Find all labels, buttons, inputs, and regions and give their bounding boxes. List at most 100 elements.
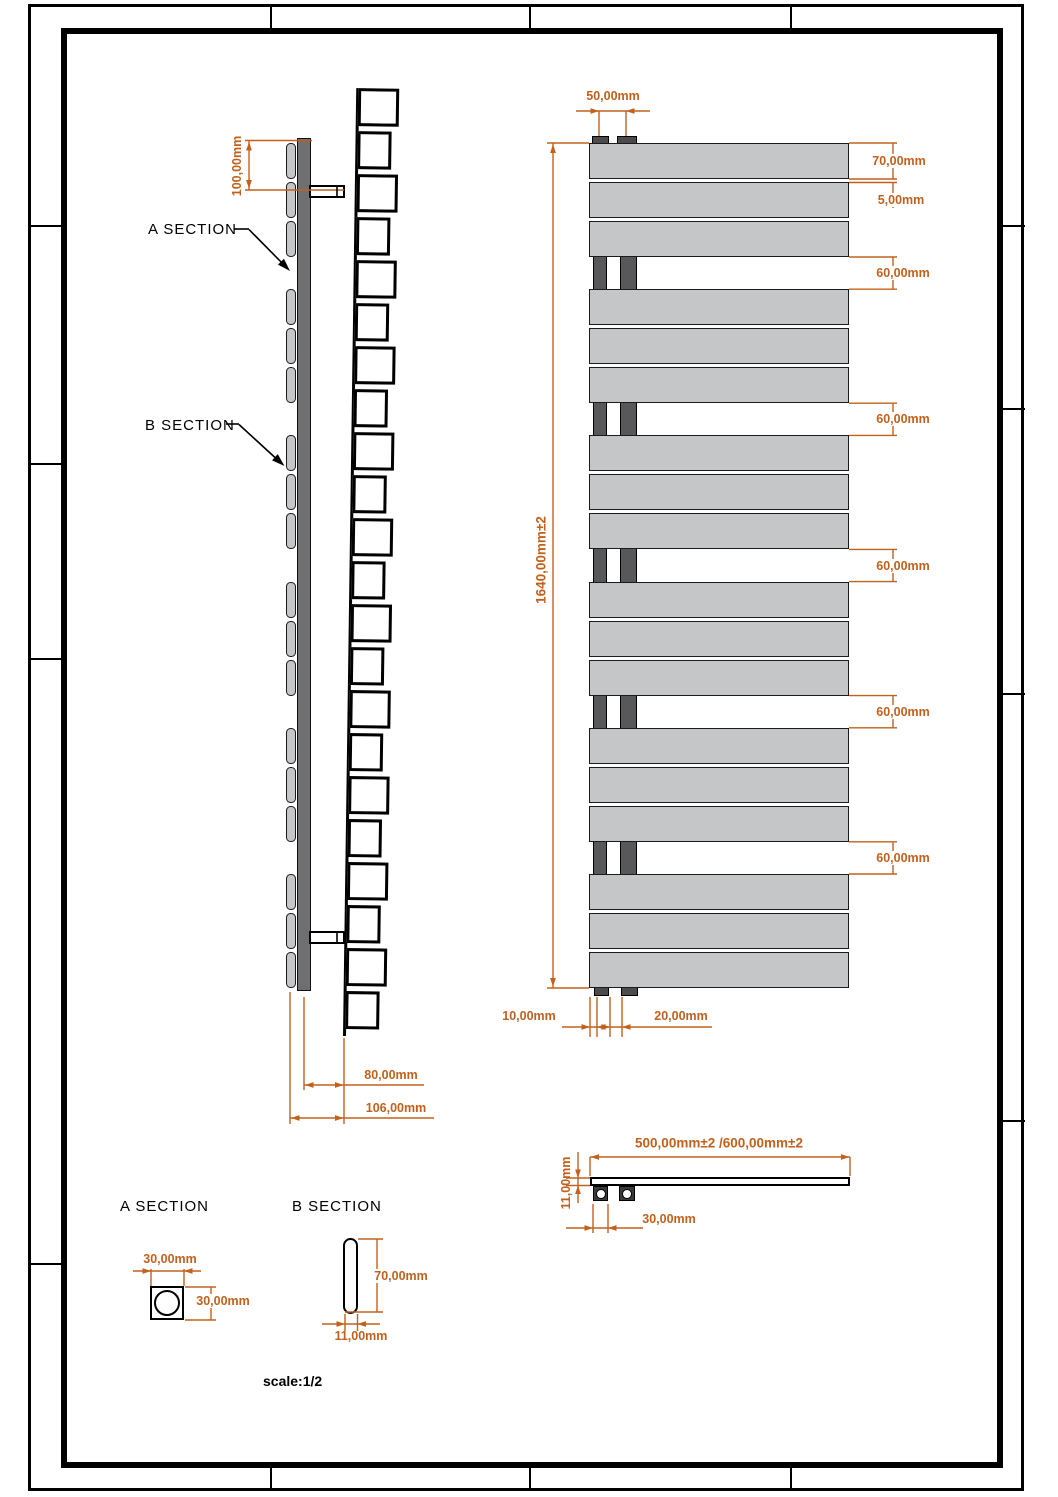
front-group-gap-dim-text: 60,00mm: [874, 266, 932, 281]
sheet-zone-tick-right: [1003, 693, 1025, 695]
front-panel: [589, 513, 849, 550]
dimension-arrow: [335, 1115, 344, 1121]
front-panel: [589, 367, 849, 404]
sheet-zone-tick-left: [31, 1263, 61, 1265]
sheet-zone-tick-left: [31, 463, 61, 465]
front-panel: [589, 474, 849, 511]
front-panel: [589, 182, 849, 218]
b-section-detail-heading: B SECTION: [292, 1198, 382, 1215]
b-section-stadium: [343, 1238, 358, 1314]
side-panel-pill: [286, 435, 296, 472]
dimension-arrow: [246, 180, 252, 189]
b-callout-leader: [238, 423, 282, 464]
side-panel-pill: [286, 581, 296, 618]
front-panel: [589, 659, 849, 696]
side-panel-pill: [286, 766, 296, 803]
dimension-arrow: [622, 1024, 631, 1030]
sheet-zone-tick-top: [529, 7, 531, 28]
front-panel: [589, 805, 849, 842]
sheet-zone-tick-top: [790, 7, 792, 28]
a-callout-leader: [248, 228, 288, 269]
front-panel: [589, 620, 849, 657]
sheet-outer-border: [28, 4, 1024, 1491]
sheet-zone-tick-left: [31, 225, 61, 227]
side-panel-pill: [286, 221, 296, 257]
front-panel: [589, 143, 849, 179]
dimension-arrow: [246, 142, 252, 151]
side-panel-pill: [286, 659, 296, 696]
front-panel: [589, 289, 849, 326]
side-overall-depth-dim-text: 106,00mm: [365, 1101, 427, 1115]
dimension-arrow: [335, 1082, 344, 1088]
sheet-inner-border: [61, 28, 1003, 1468]
dimension-arrow: [575, 1169, 581, 1178]
front-panel: [589, 581, 849, 618]
side-panel-pill: [286, 913, 296, 949]
dimension-arrow: [550, 144, 556, 153]
front-group-gap-dim-text: 60,00mm: [874, 412, 932, 427]
front-bottom-pipe-gap-dim-text: 20,00mm: [654, 1009, 708, 1023]
collector-bar: [297, 138, 311, 991]
side-bracket-offset-dim-text: 100,00mm: [230, 135, 244, 197]
plan-width-dim-text: 500,00mm±2 /600,00mm±2: [635, 1135, 803, 1151]
plan-pipe-square: [619, 1186, 635, 1201]
front-panel: [589, 913, 849, 949]
plan-thickness-dim-text: 11,00mm: [559, 1156, 573, 1210]
side-collector-depth-dim-text: 80,00mm: [364, 1068, 418, 1082]
front-panel-height-dim-text: 70,00mm: [870, 154, 928, 168]
side-panel-pill: [286, 289, 296, 326]
sheet-zone-tick-bottom: [529, 1468, 531, 1489]
front-panel: [589, 435, 849, 472]
side-panel-pill: [286, 328, 296, 365]
dimension-arrow: [581, 1024, 590, 1030]
side-panel-pill: [286, 620, 296, 657]
side-panel-pill: [286, 513, 296, 550]
sheet-zone-tick-left: [31, 658, 61, 660]
front-panel: [589, 766, 849, 803]
dimension-arrow: [550, 978, 556, 987]
dimension-arrow: [357, 1321, 366, 1327]
plan-pipe-bore-circle: [595, 1188, 606, 1199]
a-section-circle: [154, 1290, 180, 1316]
side-panel-pill: [286, 367, 296, 404]
dimension-arrow: [608, 1225, 617, 1231]
plan-pipe-width-dim-text: 30,00mm: [642, 1212, 696, 1226]
sheet-zone-tick-right: [1003, 408, 1025, 410]
scale-note: scale:1/2: [263, 1373, 323, 1389]
sheet-zone-tick-right: [1003, 225, 1025, 227]
dimension-arrow: [336, 1321, 345, 1327]
dimension-arrow: [142, 1268, 151, 1274]
sheet-zone-tick-bottom: [270, 1468, 272, 1489]
dimension-arrow: [184, 1268, 193, 1274]
front-panel: [589, 328, 849, 365]
sheet-zone-tick-right: [1003, 1120, 1025, 1122]
side-panel-pill: [286, 874, 296, 910]
front-panel: [589, 874, 849, 910]
dimension-arrow: [590, 108, 599, 114]
a-section-detail-heading: A SECTION: [120, 1198, 210, 1215]
front-bottom-left-offset-dim-text: 10,00mm: [502, 1009, 556, 1023]
a-section-callout-label: A SECTION: [148, 221, 238, 238]
b-section-thickness-dim-text: 11,00mm: [334, 1329, 388, 1343]
front-total-height-dim-text: 1640,00mm±2: [533, 516, 549, 604]
dimension-arrow: [626, 108, 635, 114]
plan-panel-bar: [590, 1177, 850, 1186]
front-panel: [589, 221, 849, 257]
b-section-height-dim-text: 70,00mm: [372, 1269, 430, 1283]
side-panel-pill: [286, 952, 296, 988]
wall-bracket-bottom: [309, 931, 345, 944]
dimension-arrow: [601, 1024, 610, 1030]
a-callout-arrow: [277, 258, 290, 271]
a-section-height-dim-text: 30,00mm: [194, 1294, 252, 1308]
front-panel: [589, 952, 849, 988]
front-group-gap-dim-text: 60,00mm: [874, 704, 932, 719]
sheet-zone-tick-top: [270, 7, 272, 28]
side-panel-pill: [286, 727, 296, 764]
dimension-arrow: [584, 1225, 593, 1231]
side-panel-pill: [286, 805, 296, 842]
wall-bracket-top: [309, 185, 345, 198]
side-panel-pill: [286, 182, 296, 218]
side-panel-pill: [286, 143, 296, 179]
